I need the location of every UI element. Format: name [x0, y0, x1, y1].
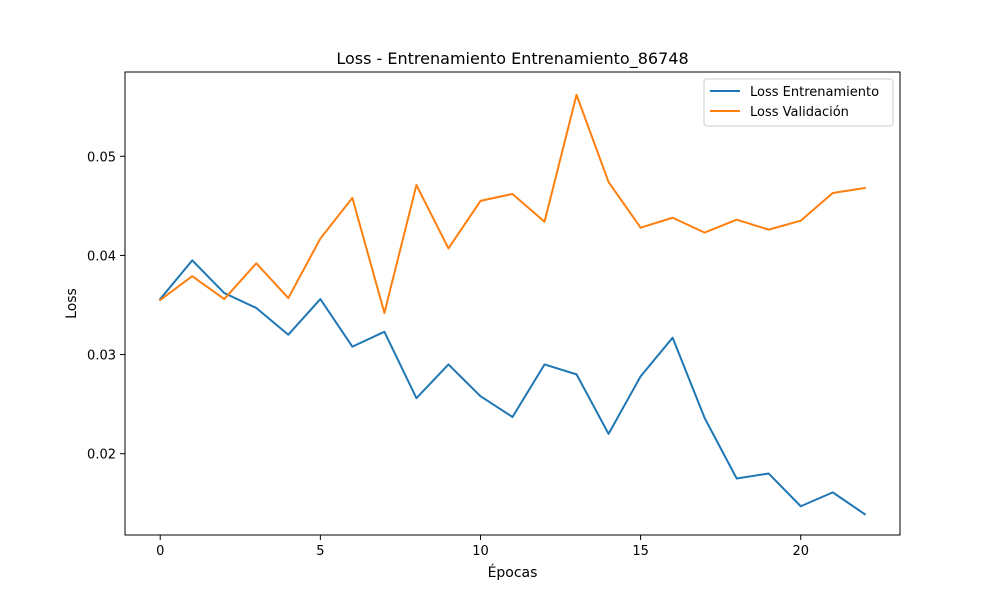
series-line-loss-validacion — [158, 93, 866, 314]
y-tick-label: 0.02 — [87, 448, 116, 463]
legend: Loss Entrenamiento Loss Validación — [703, 78, 894, 127]
y-tick-label: 0.03 — [87, 349, 116, 364]
x-tick-label: 10 — [472, 544, 489, 559]
x-tick-label: 5 — [316, 544, 324, 559]
y-axis-label: Loss — [64, 288, 80, 319]
y-tick-label: 0.04 — [87, 249, 116, 264]
y-tick-label: 0.05 — [87, 150, 116, 165]
legend-label-loss-validacion: Loss Validación — [750, 105, 849, 120]
axis-ticks: 0 5 10 15 20 0.02 0.03 0.04 0.05 — [87, 150, 809, 559]
legend-box — [703, 78, 894, 127]
plot-area-frame — [124, 71, 901, 536]
series-layer — [158, 93, 867, 516]
x-axis-label: Épocas — [488, 564, 538, 581]
legend-label-loss-entrenamiento: Loss Entrenamiento — [750, 85, 879, 100]
series-line-loss-entrenamiento — [158, 259, 867, 516]
chart-title: Loss - Entrenamiento Entrenamiento_86748 — [336, 49, 688, 69]
x-tick-label: 0 — [156, 544, 164, 559]
x-tick-label: 20 — [792, 544, 809, 559]
x-tick-label: 15 — [632, 544, 649, 559]
